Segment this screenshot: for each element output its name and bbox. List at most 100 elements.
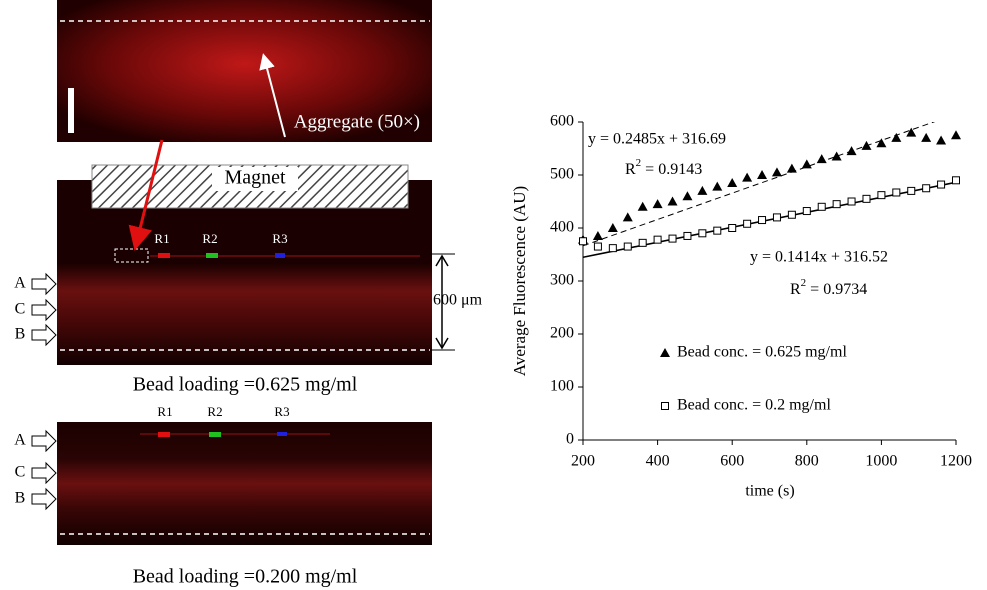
zone-label: C: [15, 301, 26, 318]
legend-marker: [661, 402, 669, 410]
data-point: [877, 191, 886, 200]
data-point: [607, 223, 618, 232]
legend-label: Bead conc. = 0.625 mg/ml: [677, 344, 847, 361]
zone-label: B: [15, 490, 26, 507]
y-tick-label: 200: [550, 325, 574, 342]
trend-r2: R2 = 0.9734: [790, 277, 867, 298]
scale-label: 600 μm: [433, 292, 483, 309]
data-point: [831, 151, 842, 161]
caption: Bead loading =0.625 mg/ml: [133, 374, 358, 396]
aggregate-image: Aggregate (50×): [57, 0, 432, 142]
y-tick-label: 300: [550, 272, 574, 289]
y-tick-label: 400: [550, 219, 574, 236]
data-point: [757, 170, 768, 179]
data-point: [623, 242, 632, 251]
legend-marker: [660, 348, 670, 357]
data-point: [906, 127, 917, 137]
y-tick-label: 600: [550, 113, 574, 130]
data-point: [862, 194, 871, 203]
data-point: [758, 216, 767, 225]
data-point: [936, 135, 947, 145]
aggregate-label: Aggregate (50×): [294, 111, 420, 132]
y-axis-label: Average Fluorescence (AU): [510, 186, 529, 376]
data-point: [667, 196, 678, 206]
data-point: [743, 219, 752, 228]
trend-equation: y = 0.2485x + 316.69: [588, 131, 726, 148]
data-point: [937, 180, 946, 189]
zone-label: B: [15, 326, 26, 343]
region-label: R2: [202, 231, 217, 246]
data-point: [638, 238, 647, 247]
r2-value: = 0.9143: [641, 161, 702, 178]
data-point: [637, 201, 648, 211]
y-tick-label: 100: [550, 378, 574, 395]
data-point: [816, 154, 827, 164]
x-tick-label: 800: [795, 453, 819, 470]
data-point: [832, 200, 841, 209]
data-point: [622, 212, 633, 222]
data-point: [802, 207, 811, 216]
data-point: [742, 172, 753, 182]
data-point: [727, 177, 738, 187]
data-point: [922, 184, 931, 193]
data-point: [801, 159, 812, 169]
data-point: [952, 176, 960, 185]
region-label: R2: [207, 404, 222, 419]
y-tick-label: 500: [550, 166, 574, 183]
x-tick-label: 1000: [865, 453, 897, 470]
x-tick-label: 200: [571, 453, 595, 470]
x-tick-label: 600: [720, 453, 744, 470]
region-label: R1: [157, 404, 172, 419]
data-point: [876, 138, 887, 148]
trend-r2: R2 = 0.9143: [625, 157, 702, 178]
data-point: [921, 132, 932, 142]
data-point: [653, 235, 662, 244]
magnet-label: Magnet: [224, 167, 286, 189]
data-point: [892, 188, 901, 197]
data-point: [786, 163, 797, 173]
x-axis-label: time (s): [745, 483, 794, 500]
data-point: [593, 242, 602, 251]
zone-label: C: [15, 464, 26, 481]
data-point: [683, 231, 692, 240]
data-point: [771, 167, 782, 177]
trend-line: [583, 122, 936, 247]
lower-channel: R1 R2 R3 A C B Bead loading =0.200 mg/ml: [14, 404, 432, 588]
data-point: [787, 210, 796, 219]
data-point: [592, 230, 603, 240]
data-point: [907, 186, 916, 195]
chart: Average Fluorescence (AU) time (s) 0 100 2…: [510, 113, 972, 500]
data-point: [697, 185, 708, 195]
data-point: [713, 226, 722, 235]
caption: Bead loading =0.200 mg/ml: [133, 566, 358, 588]
data-point: [698, 229, 707, 238]
region-label: R1: [154, 231, 169, 246]
r2-exponent: 2: [801, 277, 807, 289]
data-point: [846, 146, 857, 156]
r2-exponent: 2: [636, 157, 642, 169]
zone-label: A: [14, 275, 26, 292]
data-point: [951, 130, 961, 140]
data-point: [861, 140, 872, 150]
x-tick-label: 400: [646, 453, 670, 470]
upper-channel: Magnet R1 R2 R3 600 μm A C B Bead loadin…: [14, 139, 483, 396]
y-tick-label: 0: [566, 431, 574, 448]
x-tick-label: 1200: [940, 453, 972, 470]
data-point: [728, 224, 737, 232]
data-point: [579, 237, 587, 246]
r2-symbol: R: [625, 161, 636, 178]
data-point: [712, 181, 723, 191]
r2-symbol: R: [790, 281, 801, 298]
data-point: [652, 199, 663, 209]
r2-value: = 0.9734: [806, 281, 867, 298]
trend-equation: y = 0.1414x + 316.52: [750, 249, 888, 266]
data-point: [891, 132, 902, 142]
data-point: [668, 234, 677, 243]
data-point: [817, 202, 826, 211]
legend-label: Bead conc. = 0.2 mg/ml: [677, 397, 831, 414]
data-point: [772, 213, 781, 222]
data-point: [608, 244, 617, 253]
data-point: [847, 197, 856, 206]
region-label: R3: [272, 231, 287, 246]
